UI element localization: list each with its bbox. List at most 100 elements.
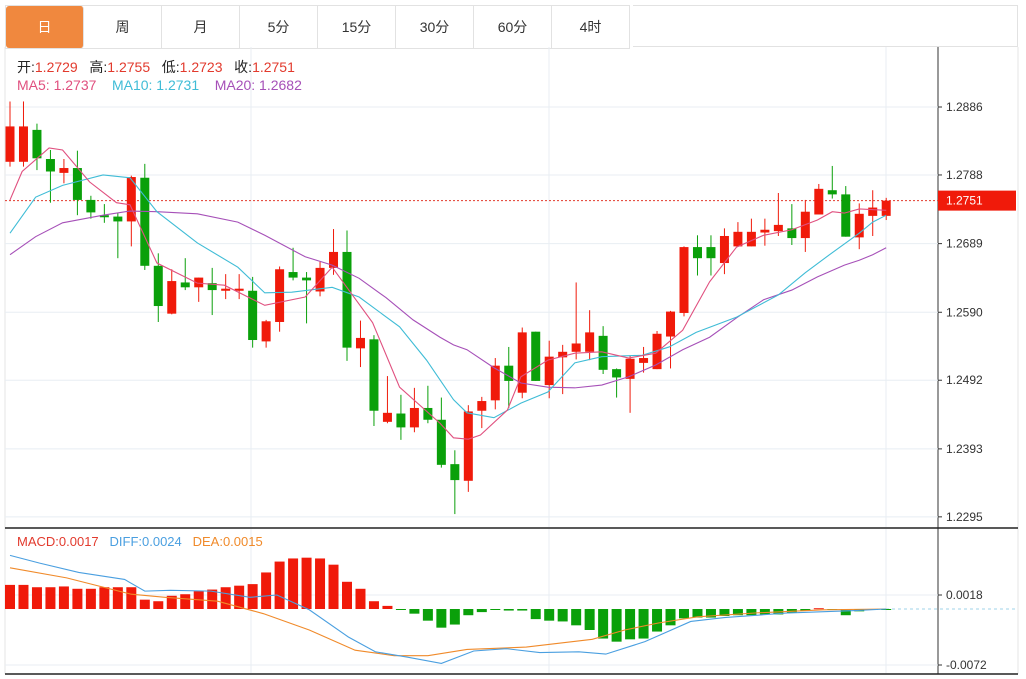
candle-down [140, 177, 150, 266]
macd-bar [85, 588, 96, 609]
diff-line [9, 554, 887, 665]
candle-up [18, 126, 28, 162]
macd-bar [207, 589, 218, 609]
tab-month[interactable]: 月 [162, 6, 240, 48]
tab-30min[interactable]: 30分 [396, 6, 474, 48]
macd-bar [18, 584, 29, 609]
macd-bar [800, 609, 811, 611]
macd-tick-label: 0.0018 [946, 588, 983, 602]
tab-day[interactable]: 日 [6, 6, 84, 48]
candle-down [531, 331, 541, 381]
candle-up [261, 321, 271, 342]
tab-15min[interactable]: 15分 [318, 6, 396, 48]
candle-up [571, 343, 581, 352]
candle-up [881, 200, 891, 216]
candle-down [598, 335, 608, 370]
high-value: 1.2755 [107, 59, 151, 75]
macd-bar [112, 587, 123, 609]
macd-bar [571, 609, 582, 626]
dea-line [9, 567, 887, 657]
macd-bar [652, 609, 663, 632]
candle-up [746, 231, 756, 247]
ma5-value: MA5: 1.2737 [17, 77, 97, 93]
candle-up [854, 213, 864, 238]
macd-bar [166, 595, 177, 609]
low-value: 1.2723 [179, 59, 223, 75]
price-tick-label: 1.2689 [946, 237, 983, 251]
candle-up [126, 177, 136, 222]
candle-up [679, 247, 689, 313]
macd-bar [530, 609, 541, 620]
candle-up [382, 412, 392, 422]
macd-bar [180, 594, 191, 609]
tab-5min[interactable]: 5分 [240, 6, 318, 48]
tab-week[interactable]: 周 [84, 6, 162, 48]
macd-bar [315, 558, 326, 609]
candle-up [5, 126, 15, 162]
candle-up [544, 356, 554, 386]
current-price-label: 1.2751 [946, 194, 983, 208]
macd-bar [840, 609, 851, 616]
candle-down [450, 464, 460, 481]
price-tick-label: 1.2886 [946, 100, 983, 114]
candle-down [504, 365, 514, 381]
macd-bar [368, 601, 379, 609]
macd-bar [45, 587, 56, 609]
macd-bar [813, 608, 824, 610]
candle-down [248, 290, 258, 341]
candle-down [180, 282, 190, 288]
current-price-badge [938, 190, 1016, 211]
candle-up [517, 332, 527, 393]
macd-bar [719, 609, 730, 616]
macd-bar [705, 609, 716, 618]
candle-up [477, 401, 487, 411]
candle-up [329, 251, 339, 268]
ma20-value: MA20: 1.2682 [214, 77, 302, 93]
price-tick-label: 1.2590 [946, 305, 983, 319]
candle-up [814, 188, 824, 215]
tab-4hour[interactable]: 4时 [552, 6, 630, 48]
candle-up [275, 269, 285, 322]
candle-down [45, 159, 55, 172]
macd-bar [72, 588, 83, 609]
close-label: 收: [234, 59, 253, 75]
candle-up [167, 281, 177, 314]
period-tabs: 日 周 月 5分 15分 30分 60分 4时 [5, 5, 630, 49]
open-label: 开: [17, 59, 35, 75]
candle-up [59, 168, 69, 173]
candle-up [194, 277, 204, 288]
candle-down [787, 228, 797, 239]
diff-value: DIFF:0.0024 [109, 534, 182, 549]
macd-bar [301, 557, 312, 609]
macd-bar [139, 599, 150, 609]
tab-60min[interactable]: 60分 [474, 6, 552, 48]
candle-down [113, 216, 123, 222]
macd-bar [732, 609, 743, 616]
close-value: 1.2751 [252, 59, 295, 75]
macd-bar [463, 609, 474, 616]
candle-down [841, 194, 851, 237]
macd-bar [517, 609, 528, 611]
candle-up [463, 411, 473, 481]
macd-bar [342, 581, 352, 609]
macd-bar [692, 609, 703, 618]
open-value: 1.2729 [34, 59, 78, 75]
candle-up [355, 337, 365, 349]
macd-bar [355, 588, 366, 609]
candle-down [207, 283, 217, 291]
candle-down [302, 277, 312, 281]
candle-down [436, 419, 446, 465]
macd-bar [544, 609, 555, 621]
macd-bar [746, 609, 757, 616]
candle-down [396, 413, 406, 428]
macd-bar [234, 585, 245, 609]
macd-bar [679, 609, 689, 619]
candle-up [733, 231, 743, 247]
low-label: 低: [161, 59, 180, 75]
candle-up [221, 288, 231, 291]
macd-bar [598, 609, 609, 639]
candle-up [625, 358, 635, 379]
candle-up [773, 224, 783, 232]
macd-bar [503, 609, 514, 611]
